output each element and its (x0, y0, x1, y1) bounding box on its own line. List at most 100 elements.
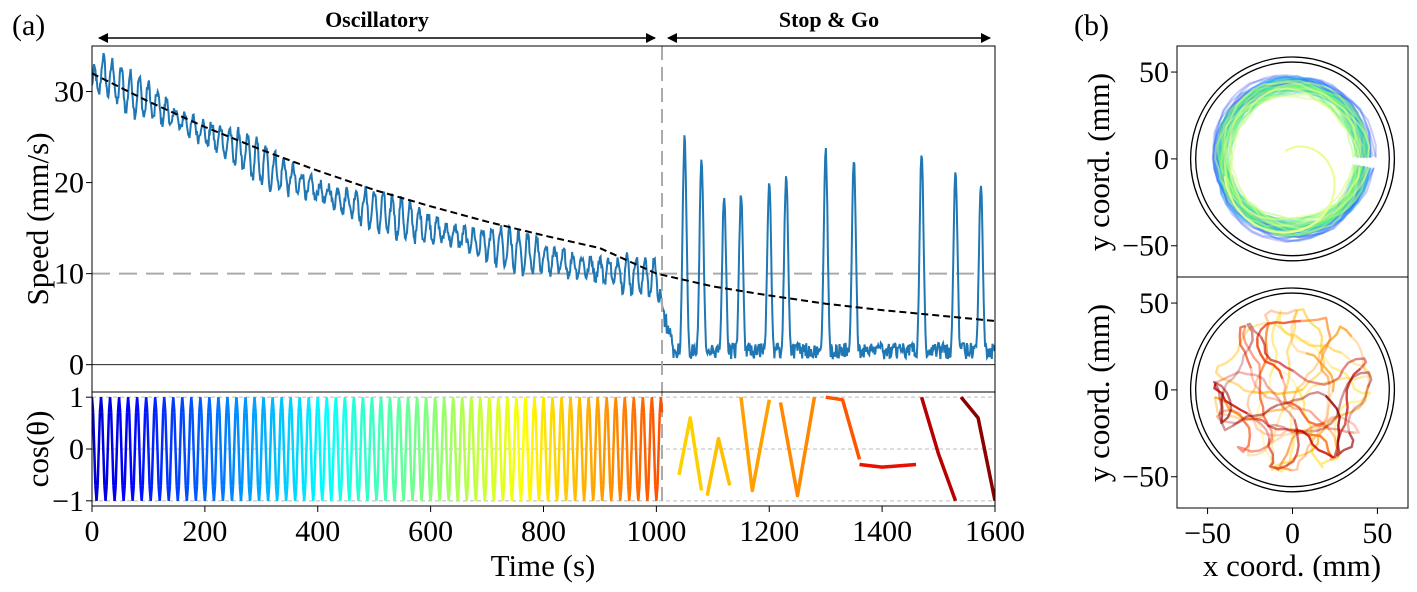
cos-segment (273, 448, 278, 486)
cos-segment (295, 448, 299, 486)
cos-segment (650, 397, 655, 413)
cos-stopgo-segment (919, 396, 958, 502)
trajectory-segment (1259, 336, 1295, 373)
cos-segment (465, 485, 470, 501)
trajectory-segment (1295, 334, 1343, 354)
cos-segment (209, 412, 213, 450)
cos-segment (463, 448, 467, 486)
cos-segment (639, 412, 643, 450)
cos-segment (425, 412, 430, 450)
cos-segment (659, 397, 664, 413)
cos-segment (290, 412, 295, 450)
cos-segment (582, 485, 587, 501)
arena-inner-circle (1195, 61, 1390, 257)
cos-segment (602, 448, 606, 486)
cos-segment (362, 412, 367, 450)
cos-segment (221, 485, 226, 501)
cos-segment (92, 412, 96, 450)
cos-segment (404, 412, 409, 450)
cos-segment (624, 412, 629, 450)
trajectory-segment (1302, 345, 1326, 391)
trajectory-segment (1256, 337, 1284, 380)
cos-segment (430, 448, 435, 486)
cos-segment (573, 485, 578, 501)
traj-y-tick-label: 0 (1154, 374, 1169, 407)
cos-segment (123, 448, 128, 486)
cos-segment (108, 397, 113, 413)
cos-segment (488, 397, 492, 413)
trajectory-segment (1335, 383, 1371, 419)
trajectory-segment (1246, 322, 1262, 349)
cos-segment (251, 412, 255, 450)
cos-segment (380, 412, 385, 450)
cos-segment (147, 448, 151, 486)
cos-segment (598, 448, 603, 486)
cos-segment (249, 448, 254, 486)
trajectory-segment (1285, 418, 1300, 467)
cos-segment (589, 448, 594, 486)
cos-segment (625, 448, 630, 486)
cos-segment (502, 448, 507, 486)
panel-a-label: (a) (12, 9, 45, 42)
cos-segment (165, 448, 169, 486)
cos-segment (424, 397, 429, 413)
cos-segment (204, 448, 209, 486)
cos-segment (308, 412, 313, 450)
cos-segment (291, 448, 296, 486)
trajectory-segment (1256, 319, 1301, 338)
exponential-fit-line (92, 72, 995, 322)
trajectory-loop (1212, 79, 1372, 243)
cos-stopgo-segment (705, 436, 732, 496)
trajectory-segment (1267, 437, 1287, 470)
cos-series (92, 395, 995, 502)
trajectory-bottom-y-axis-label: y coord. (mm) (1081, 304, 1116, 482)
trajectory-segment (1259, 322, 1270, 374)
trajectory-segment (1338, 357, 1368, 378)
trajectory-loop (1214, 81, 1362, 233)
cos-segment (100, 412, 105, 450)
trajectory-segment (1217, 327, 1251, 368)
cos-segment (358, 448, 362, 486)
cos-segment (506, 397, 510, 413)
trajectory-segment (1293, 429, 1335, 459)
trajectory-segment (1215, 370, 1264, 384)
cos-segment (120, 448, 124, 486)
cos-segment (605, 397, 610, 413)
cos-segment (614, 397, 619, 413)
cos-segment (159, 448, 164, 486)
cos-segment (269, 412, 273, 450)
cos-segment (192, 448, 196, 486)
cos-segment (307, 397, 312, 413)
traj-y-tick-label: 0 (1154, 143, 1169, 176)
cos-segment (498, 412, 502, 450)
speed-y-tick-label: 0 (69, 349, 84, 382)
trajectory-segment (1246, 372, 1262, 422)
cos-segment (352, 397, 357, 413)
time-x-tick-label: 1600 (965, 515, 1025, 548)
cos-segment (574, 448, 579, 486)
cos-segment (647, 448, 651, 486)
trajectory-segment (1231, 403, 1279, 427)
cos-segment (558, 412, 562, 450)
cos-segment (656, 448, 660, 486)
cos-segment (203, 485, 208, 501)
cos-segment (413, 412, 418, 450)
cos-segment (454, 448, 458, 486)
cos-segment (445, 448, 449, 486)
trajectory-loop (1212, 79, 1365, 238)
cos-segment (113, 485, 117, 501)
cos-segment (615, 412, 620, 450)
cos-segment (600, 485, 605, 501)
cos-segment (150, 448, 155, 486)
cos-segment (99, 397, 104, 413)
cos-segment (489, 412, 493, 450)
cos-segment (173, 412, 177, 450)
cos-segment (228, 448, 233, 486)
cos-segment (593, 448, 597, 486)
cos-segment (479, 397, 483, 413)
cos-segment (201, 448, 205, 486)
phase-oscillatory-label: Oscillatory (325, 7, 429, 32)
cos-segment (484, 448, 489, 486)
cos-segment (412, 448, 417, 486)
cos-segment (126, 397, 131, 413)
